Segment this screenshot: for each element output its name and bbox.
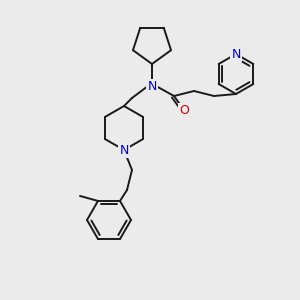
Text: O: O [179,103,189,116]
Text: N: N [231,47,241,61]
Text: N: N [119,143,129,157]
Text: N: N [147,80,157,92]
